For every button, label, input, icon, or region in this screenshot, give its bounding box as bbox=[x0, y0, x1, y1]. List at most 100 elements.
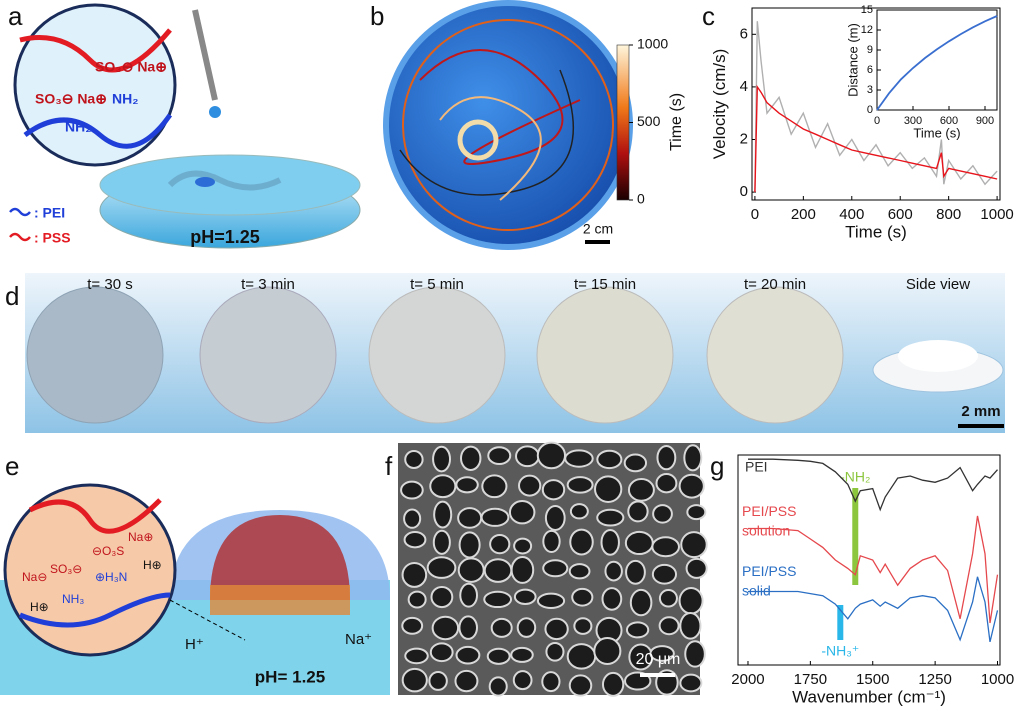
band-label: -NH₂ bbox=[840, 469, 870, 485]
series-line bbox=[748, 515, 999, 624]
x-axis-label: Wavenumber (cm⁻¹) bbox=[792, 687, 946, 706]
legend-label: : PEI bbox=[34, 205, 65, 221]
pore bbox=[455, 476, 479, 494]
pore bbox=[460, 445, 482, 471]
pore bbox=[651, 563, 678, 585]
y-tick-label: 2 bbox=[740, 130, 748, 147]
pore bbox=[401, 667, 428, 693]
series-label: PEI/PSS solution bbox=[742, 503, 796, 539]
pore bbox=[569, 503, 589, 520]
zoom-circle bbox=[3, 483, 177, 657]
ion-label: ⊕H₃N bbox=[95, 570, 127, 584]
x-tick-label: 800 bbox=[936, 206, 961, 223]
x-tick-label: 300 bbox=[904, 115, 922, 127]
x-tick-label: 1000 bbox=[981, 671, 1014, 688]
trajectory bbox=[399, 69, 575, 196]
pore bbox=[429, 642, 454, 663]
pore bbox=[433, 500, 453, 529]
x-axis-label: Time (s) bbox=[913, 126, 960, 141]
pore bbox=[542, 529, 561, 554]
pore bbox=[432, 529, 451, 555]
pore bbox=[571, 587, 594, 607]
pore bbox=[454, 669, 479, 693]
pore bbox=[566, 643, 597, 670]
pore bbox=[658, 589, 678, 608]
x-axis-label: Time (s) bbox=[845, 222, 907, 241]
ion-label: Na⊖ bbox=[22, 570, 47, 584]
panel-d: d t= 30 s t= 3 min t= 5 min t= 15 min t=… bbox=[5, 273, 1005, 433]
plot-frame bbox=[876, 9, 998, 111]
x-tick-label: 900 bbox=[976, 115, 994, 127]
pore bbox=[426, 556, 457, 579]
trajectory bbox=[457, 119, 499, 161]
pore bbox=[686, 504, 707, 521]
pei-chain bbox=[23, 113, 173, 149]
frame-label: t= 5 min bbox=[410, 276, 464, 293]
pore bbox=[458, 531, 481, 559]
panel-b: b 2 cm Time (s) bbox=[370, 0, 685, 250]
panel-letter: d bbox=[5, 281, 19, 311]
pore bbox=[455, 645, 481, 665]
colorbar bbox=[616, 44, 630, 201]
pore bbox=[490, 617, 513, 638]
pore bbox=[624, 530, 654, 556]
pore bbox=[593, 637, 622, 665]
colorbar-tick-label: 500 bbox=[637, 113, 661, 129]
pore bbox=[458, 615, 479, 640]
pore bbox=[569, 528, 594, 556]
pore bbox=[513, 537, 533, 555]
pore bbox=[658, 616, 680, 636]
pore bbox=[510, 556, 535, 584]
pei-chain bbox=[19, 592, 171, 628]
pore bbox=[544, 504, 566, 531]
pore bbox=[518, 474, 542, 497]
x-tick-label: 1250 bbox=[918, 671, 951, 688]
ion-label: SO₃⊖ bbox=[50, 562, 82, 576]
pore bbox=[488, 676, 508, 697]
pore bbox=[404, 647, 429, 665]
pore bbox=[564, 449, 594, 468]
pool-image bbox=[383, 0, 633, 250]
gel-droplet bbox=[536, 286, 674, 424]
y-tick-label: 9 bbox=[867, 44, 873, 56]
pore bbox=[403, 508, 422, 529]
x-tick-label: 600 bbox=[940, 115, 958, 127]
pore bbox=[457, 507, 483, 529]
pore bbox=[684, 640, 706, 668]
gel-droplet bbox=[368, 286, 506, 424]
panel-letter: a bbox=[8, 1, 23, 31]
x-tick-label: 1000 bbox=[980, 206, 1013, 223]
frame-label: Side view bbox=[906, 276, 970, 293]
pore bbox=[480, 507, 510, 527]
series-line bbox=[876, 15, 998, 111]
ion-label: ⊖O₃S bbox=[92, 544, 124, 558]
panel-letter: f bbox=[385, 451, 393, 481]
trail bbox=[167, 170, 282, 191]
pore bbox=[604, 560, 623, 582]
ion-label: NH₃ bbox=[62, 592, 84, 606]
chem-label: NH₂ bbox=[112, 91, 138, 107]
pore bbox=[401, 616, 424, 635]
scale-label: 2 mm bbox=[961, 403, 1000, 420]
x-tick-label: 1500 bbox=[856, 671, 889, 688]
side-view bbox=[898, 340, 978, 372]
x-tick-label: 0 bbox=[751, 206, 759, 223]
x-tick-label: 400 bbox=[839, 206, 864, 223]
y-tick-label: 0 bbox=[867, 104, 873, 116]
band bbox=[852, 488, 859, 585]
pore bbox=[428, 671, 448, 691]
x-tick-label: 600 bbox=[888, 206, 913, 223]
pore bbox=[483, 590, 513, 609]
pore bbox=[678, 587, 704, 615]
panel-letter: c bbox=[702, 1, 715, 31]
pore bbox=[683, 444, 703, 472]
pss-icon bbox=[9, 232, 31, 242]
x-tick-label: 0 bbox=[874, 115, 880, 127]
pore bbox=[679, 673, 703, 693]
y-tick-label: 0 bbox=[740, 183, 748, 200]
gel-droplet bbox=[26, 286, 164, 424]
chem-label: NH₂ bbox=[65, 119, 91, 135]
pore bbox=[651, 536, 680, 558]
pore bbox=[629, 588, 653, 617]
panel-f: 20 μm f bbox=[385, 441, 708, 697]
